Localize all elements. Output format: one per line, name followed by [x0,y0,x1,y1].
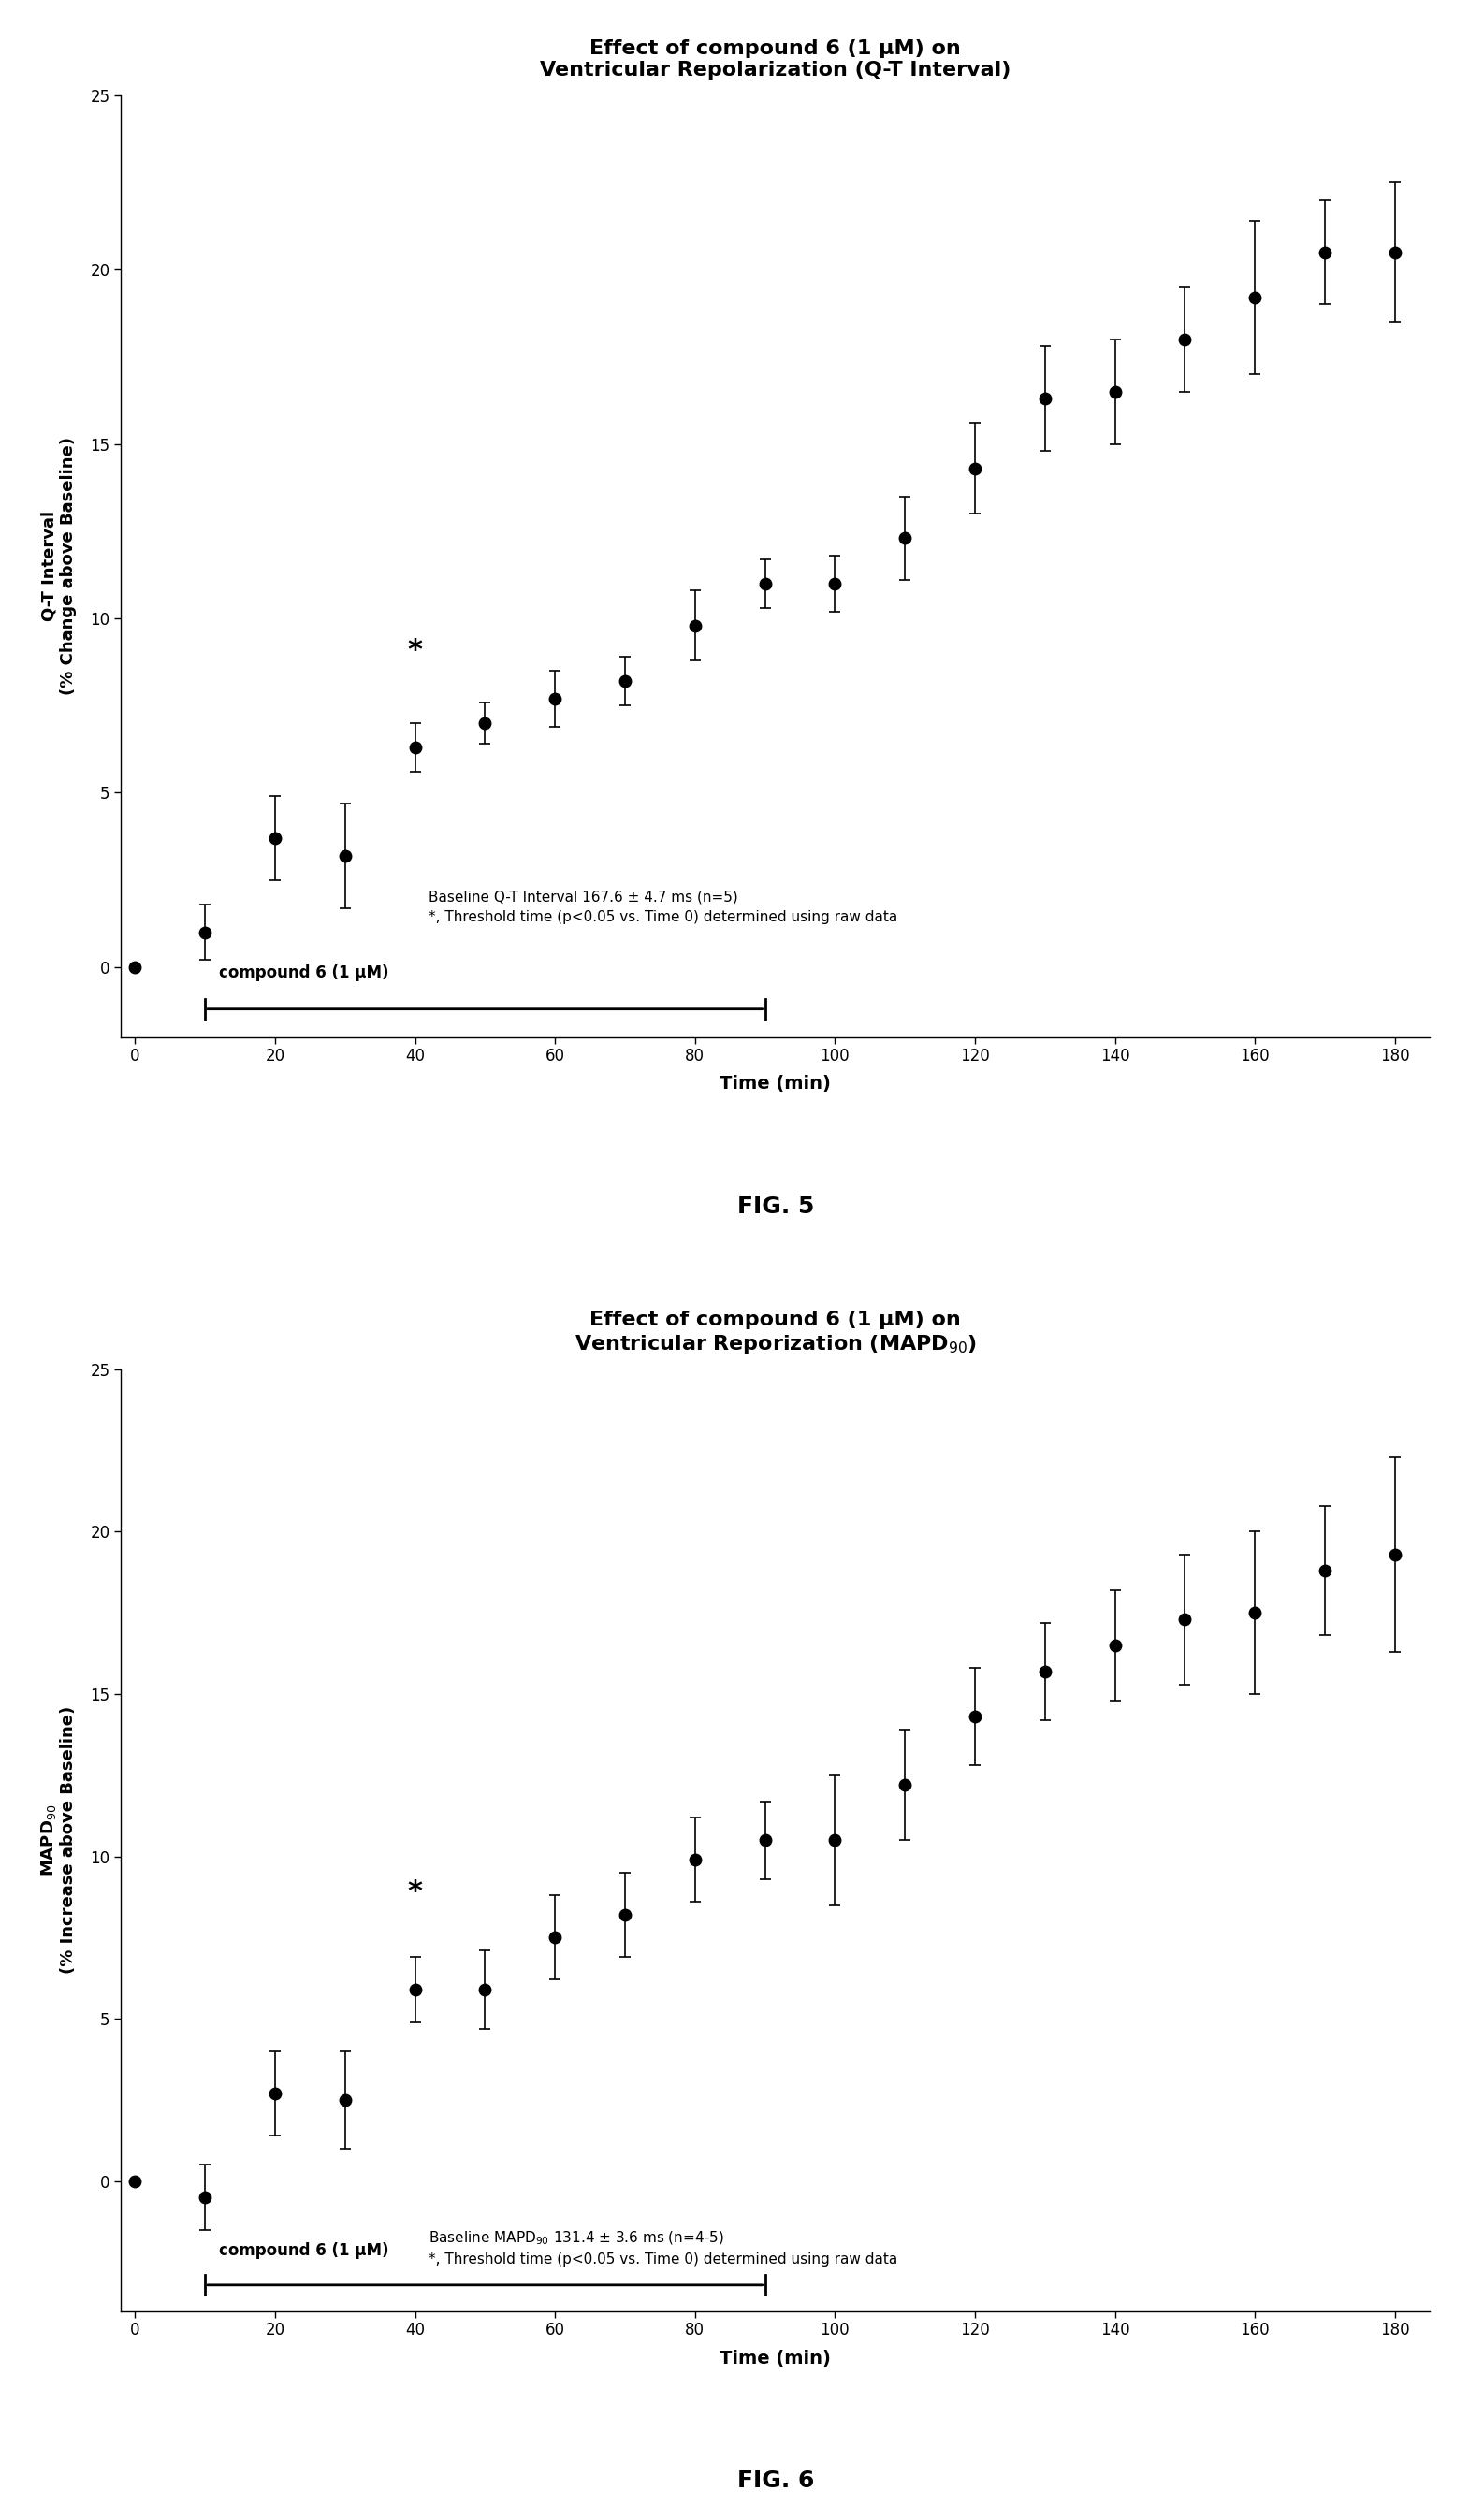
X-axis label: Time (min): Time (min) [720,2349,831,2366]
Text: compound 6 (1 μM): compound 6 (1 μM) [219,2243,389,2258]
Text: FIG. 6: FIG. 6 [737,2470,814,2492]
Text: FIG. 5: FIG. 5 [737,1194,814,1217]
Title: Effect of compound 6 (1 μM) on
Ventricular Repolarization (Q-T Interval): Effect of compound 6 (1 μM) on Ventricul… [541,38,1011,81]
Y-axis label: MAPD$_{90}$
(% Increase above Baseline): MAPD$_{90}$ (% Increase above Baseline) [40,1706,78,1973]
Text: compound 6 (1 μM): compound 6 (1 μM) [219,965,389,980]
Title: Effect of compound 6 (1 μM) on
Ventricular Reporization (MAPD$_{90}$): Effect of compound 6 (1 μM) on Ventricul… [574,1310,977,1356]
Text: *: * [407,638,423,663]
Text: *: * [407,1877,423,1905]
Y-axis label: Q-T Interval
(% Change above Baseline): Q-T Interval (% Change above Baseline) [41,436,78,696]
X-axis label: Time (min): Time (min) [720,1076,831,1094]
Text: Baseline MAPD$_{90}$ 131.4 ± 3.6 ms (n=4-5)
*, Threshold time (p<0.05 vs. Time 0: Baseline MAPD$_{90}$ 131.4 ± 3.6 ms (n=4… [429,2230,898,2265]
Text: Baseline Q-T Interval 167.6 ± 4.7 ms (n=5)
*, Threshold time (p<0.05 vs. Time 0): Baseline Q-T Interval 167.6 ± 4.7 ms (n=… [429,890,898,925]
